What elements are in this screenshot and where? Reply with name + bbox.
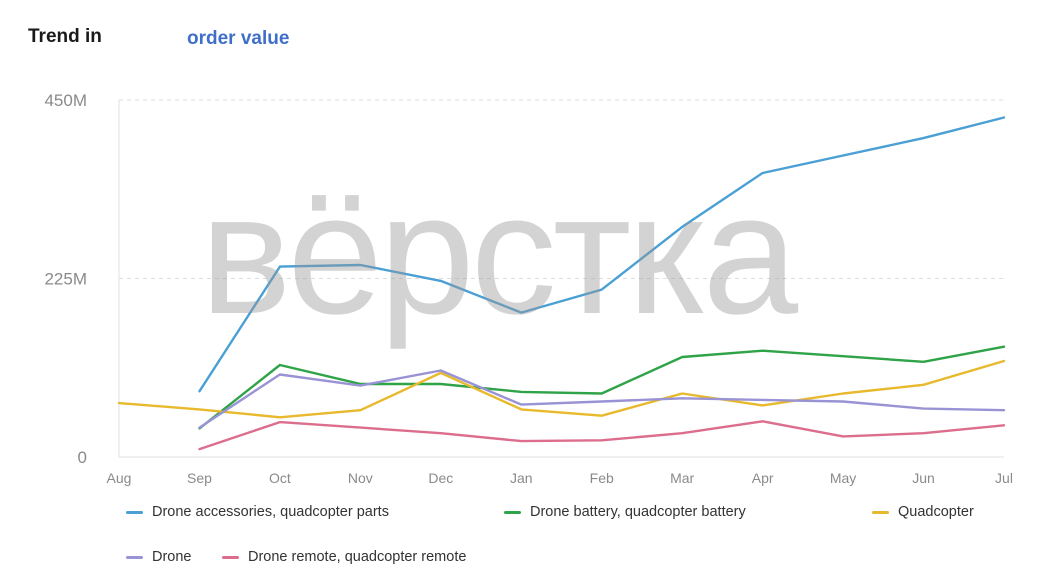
x-tick-label: Aug — [107, 470, 132, 486]
y-tick-label: 0 — [78, 448, 87, 467]
legend-label: Drone accessories, quadcopter parts — [152, 504, 389, 520]
metric-selector-link[interactable]: order value — [187, 28, 290, 49]
x-tick-label: Jan — [510, 470, 533, 486]
legend-item-2[interactable]: Drone battery, quadcopter battery — [504, 504, 746, 520]
legend-item-1[interactable]: Drone accessories, quadcopter parts — [126, 504, 389, 520]
chart-title: Trend in — [28, 26, 102, 47]
legend-swatch — [126, 555, 143, 559]
y-tick-label: 450M — [44, 91, 87, 110]
legend-label: Drone — [152, 549, 192, 565]
legend-swatch — [126, 510, 143, 514]
x-tick-label: May — [830, 470, 856, 486]
legend-swatch — [872, 510, 889, 514]
x-tick-label: Mar — [670, 470, 694, 486]
x-tick-label: Feb — [590, 470, 614, 486]
series-line-5[interactable] — [198, 420, 1006, 451]
legend-swatch — [504, 510, 521, 514]
x-tick-label: Nov — [348, 470, 373, 486]
x-tick-label: Sep — [187, 470, 212, 486]
legend-label: Drone battery, quadcopter battery — [530, 504, 746, 520]
y-tick-label: 225M — [44, 270, 87, 289]
series-line-3[interactable] — [117, 359, 1006, 419]
legend-swatch — [222, 555, 239, 559]
x-tick-label: Jun — [912, 470, 935, 486]
series-line-4[interactable] — [198, 369, 1006, 429]
x-tick-label: Oct — [269, 470, 291, 486]
legend-item-4[interactable]: Drone — [126, 549, 192, 565]
x-tick-label: Jul — [995, 470, 1013, 486]
x-tick-label: Dec — [428, 470, 453, 486]
legend-item-3[interactable]: Quadcopter — [872, 504, 974, 520]
series-line-2[interactable] — [198, 345, 1006, 430]
legend-label: Drone remote, quadcopter remote — [248, 549, 467, 565]
legend-item-5[interactable]: Drone remote, quadcopter remote — [222, 549, 466, 565]
legend-label: Quadcopter — [898, 504, 974, 520]
x-tick-label: Apr — [752, 470, 774, 486]
series-line-1[interactable] — [198, 116, 1006, 393]
